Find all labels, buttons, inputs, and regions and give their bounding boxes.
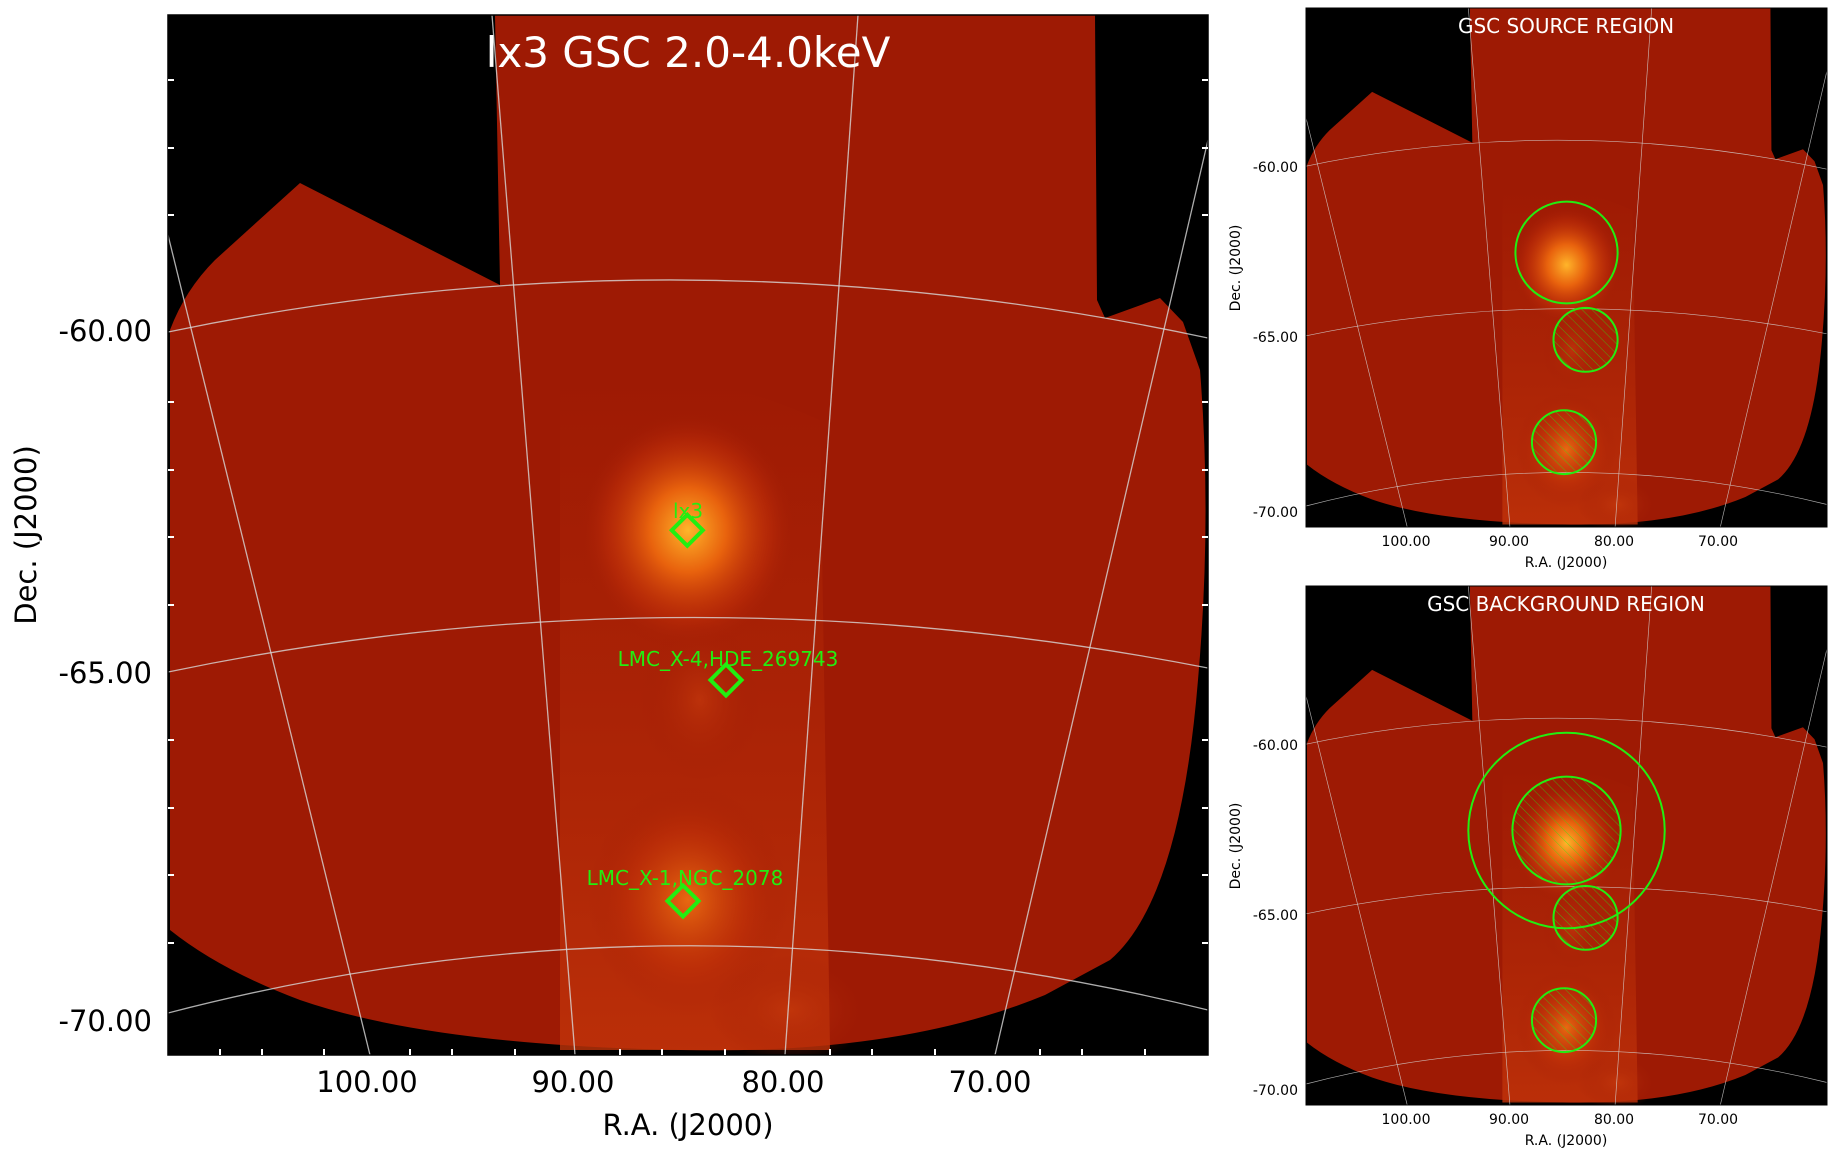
excluded-lmc-x4-circle [1552,884,1619,951]
main-image-panel: lx3 LMC_X-4,HDE_269743 LMC_X-1,NGC_2078 … [9,14,1209,1142]
background-title: GSC BACKGROUND REGION [1427,592,1705,616]
source-extraction-circle [1514,200,1619,305]
main-y-axis-label: Dec. (J2000) [9,445,43,625]
background-region-panel: GSC BACKGROUND REGION -60.00 -65.00 -70.… [1228,585,1828,1149]
source-x-tick-label: 80.00 [1594,534,1634,550]
excluded-lmc-x1-circle [1530,409,1598,476]
source-frame [1305,7,1828,528]
lmc-x1-diamond-marker [664,882,702,920]
background-annulus-inner-circle [1511,775,1622,886]
main-title: lx3 GSC 2.0-4.0keV [486,28,891,77]
background-x-tick-label: 90.00 [1489,1112,1529,1128]
main-x-tick-label: 100.00 [316,1065,417,1099]
background-y-tick-label: -70.00 [1253,1083,1298,1099]
source-x-tick-label: 70.00 [1698,534,1738,550]
background-x-tick-label: 70.00 [1698,1112,1738,1128]
lmc-x4-diamond-marker [707,661,745,699]
background-x-axis-label: R.A. (J2000) [1525,1133,1608,1149]
lmc-x4-label: LMC_X-4,HDE_269743 [618,647,839,671]
main-x-tick-label: 90.00 [531,1065,614,1099]
main-x-axis-label: R.A. (J2000) [602,1108,773,1142]
main-x-tick-label: 70.00 [948,1065,1031,1099]
background-x-tick-label: 100.00 [1382,1112,1431,1128]
main-y-tick-label: -65.00 [59,656,153,690]
main-x-tick-label: 80.00 [741,1065,824,1099]
excluded-lmc-x4-circle [1552,306,1619,373]
lmc-x1-label: LMC_X-1,NGC_2078 [587,866,784,890]
background-y-axis-label: Dec. (J2000) [1228,803,1244,890]
background-x-tick-label: 80.00 [1594,1112,1634,1128]
source-y-axis-label: Dec. (J2000) [1228,225,1244,312]
excluded-lmc-x1-circle [1530,987,1598,1054]
main-frame [167,14,1209,1056]
source-y-tick-label: -70.00 [1253,505,1298,521]
lx3-label: lx3 [673,499,703,523]
source-x-tick-label: 90.00 [1489,534,1529,550]
background-y-tick-label: -65.00 [1253,908,1298,924]
lx3-diamond-marker [668,511,706,549]
source-y-tick-label: -60.00 [1253,160,1298,176]
source-x-axis-label: R.A. (J2000) [1525,555,1608,571]
source-title: GSC SOURCE REGION [1458,14,1674,38]
source-region-panel: GSC SOURCE REGION -60.00 -65.00 -70.00 1… [1228,7,1828,571]
background-frame [1305,585,1828,1106]
main-y-tick-label: -60.00 [59,314,153,348]
background-y-tick-label: -60.00 [1253,738,1298,754]
main-tick-marks [168,79,1208,1055]
source-y-tick-label: -65.00 [1253,330,1298,346]
main-y-tick-label: -70.00 [59,1004,153,1038]
source-x-tick-label: 100.00 [1382,534,1431,550]
